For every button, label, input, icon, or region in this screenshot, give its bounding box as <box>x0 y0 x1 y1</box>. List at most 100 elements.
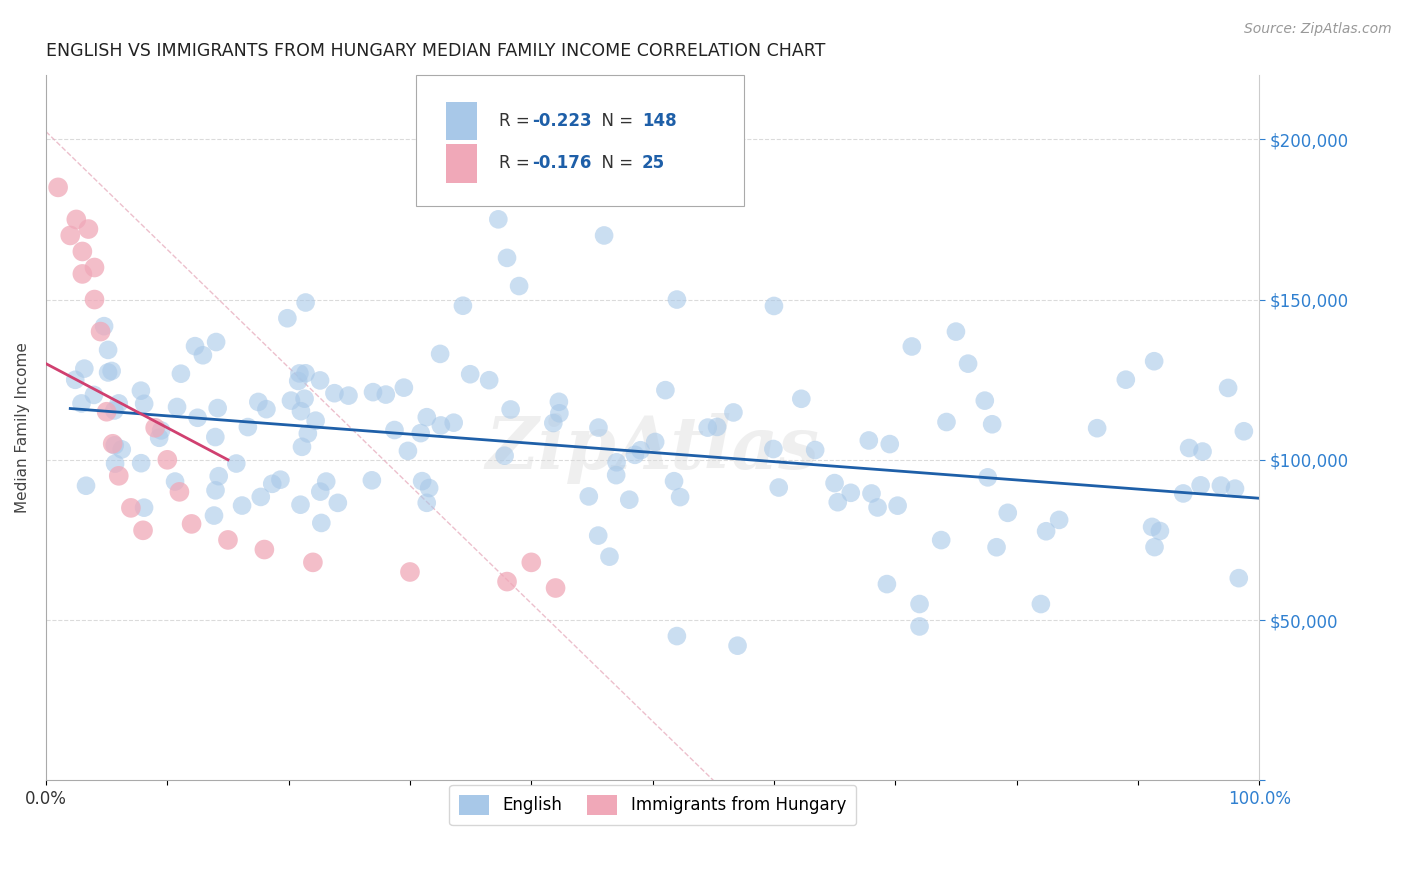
Point <box>1209 478 1232 492</box>
Point <box>478 373 501 387</box>
Point <box>360 473 382 487</box>
Point <box>790 392 813 406</box>
Text: ENGLISH VS IMMIGRANTS FROM HUNGARY MEDIAN FAMILY INCOME CORRELATION CHART: ENGLISH VS IMMIGRANTS FROM HUNGARY MEDIA… <box>46 42 825 60</box>
Point <box>280 393 302 408</box>
Point <box>499 402 522 417</box>
Point <box>1223 482 1246 496</box>
Point <box>129 384 152 398</box>
Point <box>1189 478 1212 492</box>
Point <box>96 405 118 419</box>
Point <box>957 357 980 371</box>
Point <box>486 212 509 227</box>
Point <box>624 448 647 462</box>
Point <box>619 492 641 507</box>
Point <box>986 540 1008 554</box>
Point <box>1233 424 1256 438</box>
Point <box>132 500 155 515</box>
Point <box>1143 354 1166 368</box>
Point <box>548 394 571 409</box>
Point <box>409 426 432 441</box>
Point <box>294 392 316 406</box>
Bar <box>446 102 477 140</box>
Point <box>396 443 419 458</box>
Point <box>1047 513 1070 527</box>
Text: 25: 25 <box>641 154 665 172</box>
Bar <box>446 144 477 183</box>
Point <box>1173 486 1195 500</box>
Point <box>860 486 883 500</box>
Point <box>311 516 333 530</box>
Point <box>606 455 628 469</box>
Point <box>290 404 312 418</box>
Point <box>866 500 889 515</box>
Text: -0.223: -0.223 <box>533 112 592 130</box>
Point <box>70 396 93 410</box>
Point <box>361 385 384 400</box>
Point <box>290 498 312 512</box>
Point <box>762 299 785 313</box>
Point <box>605 468 627 483</box>
Text: N =: N = <box>591 112 638 130</box>
Point <box>1035 524 1057 539</box>
Point <box>416 410 439 425</box>
Point <box>973 393 995 408</box>
Point <box>908 619 931 633</box>
Point <box>100 364 122 378</box>
Point <box>184 339 207 353</box>
Point <box>309 373 332 387</box>
Point <box>73 361 96 376</box>
Point <box>665 293 688 307</box>
Point <box>104 438 127 452</box>
Point <box>204 483 226 498</box>
Point <box>908 597 931 611</box>
Point <box>83 260 105 275</box>
Point <box>586 528 609 542</box>
Point <box>169 484 191 499</box>
Point <box>981 417 1004 432</box>
Point <box>876 577 898 591</box>
Point <box>294 295 316 310</box>
Point <box>458 368 481 382</box>
Point <box>374 387 396 401</box>
Point <box>1029 597 1052 611</box>
Point <box>494 449 516 463</box>
Point <box>804 443 827 458</box>
Point <box>997 506 1019 520</box>
Point <box>315 475 337 489</box>
Point <box>496 251 519 265</box>
Text: -0.176: -0.176 <box>533 154 592 172</box>
Point <box>598 549 620 564</box>
Point <box>75 479 97 493</box>
Point <box>120 500 142 515</box>
Point <box>65 212 87 227</box>
Point <box>104 457 127 471</box>
Point <box>727 639 749 653</box>
Point <box>77 222 100 236</box>
Point <box>762 442 785 456</box>
Point <box>337 389 360 403</box>
Y-axis label: Median Family Income: Median Family Income <box>15 343 30 513</box>
Point <box>443 416 465 430</box>
Point <box>669 490 692 504</box>
Point <box>101 437 124 451</box>
Point <box>107 396 129 410</box>
Point <box>827 495 849 509</box>
Point <box>107 468 129 483</box>
Point <box>418 481 440 495</box>
Point <box>72 244 94 259</box>
Point <box>202 508 225 523</box>
Point <box>416 496 439 510</box>
Point <box>247 395 270 409</box>
Point <box>706 420 728 434</box>
Point <box>384 423 406 437</box>
Point <box>520 555 543 569</box>
Point <box>544 581 567 595</box>
Point <box>644 434 666 449</box>
Point <box>262 476 284 491</box>
Point <box>225 457 247 471</box>
Point <box>304 414 326 428</box>
Point <box>165 475 187 489</box>
Point <box>696 420 718 434</box>
FancyBboxPatch shape <box>416 75 744 206</box>
Point <box>430 418 453 433</box>
